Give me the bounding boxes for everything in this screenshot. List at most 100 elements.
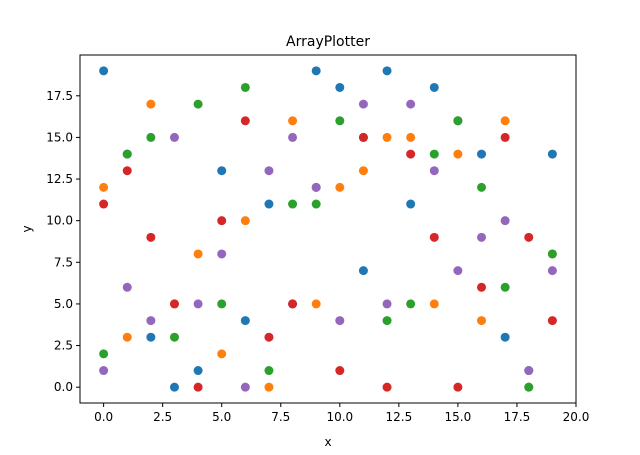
data-point: [500, 282, 510, 292]
data-point: [193, 299, 203, 309]
data-point: [288, 132, 298, 142]
data-point: [169, 299, 179, 309]
data-point: [122, 282, 132, 292]
data-point: [288, 299, 298, 309]
data-point: [217, 349, 227, 359]
data-point: [288, 199, 298, 209]
chart-title: ArrayPlotter: [286, 34, 370, 50]
data-point: [311, 182, 321, 192]
data-point: [217, 249, 227, 259]
data-point: [240, 316, 250, 326]
x-axis-ticks: 0.0 2.5 5.0 7.5 10.0 12.5 15.0 17.5 20.0: [94, 403, 589, 424]
data-point: [358, 99, 368, 109]
data-point: [288, 116, 298, 126]
data-point: [146, 332, 156, 342]
data-point: [382, 382, 392, 392]
data-point: [524, 232, 534, 242]
x-tick-label: 12.5: [385, 410, 412, 424]
data-point: [500, 132, 510, 142]
x-axis-label: x: [324, 435, 331, 449]
data-point: [217, 166, 227, 176]
x-tick-label: 2.5: [153, 410, 172, 424]
data-points: [99, 66, 557, 392]
x-tick-label: 0.0: [94, 410, 113, 424]
y-tick-label: 0.0: [54, 380, 73, 394]
data-point: [240, 116, 250, 126]
data-point: [122, 149, 132, 159]
data-point: [453, 382, 463, 392]
data-point: [193, 249, 203, 259]
y-tick-label: 10.0: [46, 214, 73, 228]
data-point: [99, 199, 109, 209]
data-point: [169, 132, 179, 142]
data-point: [406, 199, 416, 209]
data-point: [193, 382, 203, 392]
x-tick-label: 5.0: [212, 410, 231, 424]
data-point: [429, 232, 439, 242]
data-point: [358, 166, 368, 176]
data-point: [311, 199, 321, 209]
data-point: [122, 166, 132, 176]
data-point: [524, 366, 534, 376]
series-5: [99, 99, 557, 392]
data-point: [99, 366, 109, 376]
data-point: [264, 366, 274, 376]
data-point: [240, 216, 250, 226]
data-point: [382, 316, 392, 326]
data-point: [429, 149, 439, 159]
data-point: [547, 316, 557, 326]
data-point: [264, 199, 274, 209]
y-tick-label: 12.5: [46, 172, 73, 186]
data-point: [453, 266, 463, 276]
data-point: [406, 99, 416, 109]
data-point: [217, 216, 227, 226]
data-point: [406, 299, 416, 309]
data-point: [453, 149, 463, 159]
data-point: [429, 82, 439, 92]
data-point: [240, 382, 250, 392]
data-point: [382, 66, 392, 76]
data-point: [500, 216, 510, 226]
data-point: [240, 82, 250, 92]
data-point: [99, 66, 109, 76]
y-tick-label: 5.0: [54, 297, 73, 311]
data-point: [382, 132, 392, 142]
data-point: [146, 316, 156, 326]
data-point: [335, 116, 345, 126]
data-point: [311, 66, 321, 76]
data-point: [547, 149, 557, 159]
series-3: [99, 82, 557, 392]
data-point: [335, 182, 345, 192]
x-tick-label: 7.5: [271, 410, 290, 424]
y-axis-label: y: [20, 225, 34, 232]
data-point: [477, 149, 487, 159]
data-point: [406, 132, 416, 142]
data-point: [477, 282, 487, 292]
x-tick-label: 17.5: [504, 410, 531, 424]
data-point: [358, 266, 368, 276]
data-point: [358, 132, 368, 142]
y-tick-label: 15.0: [46, 130, 73, 144]
x-tick-label: 10.0: [326, 410, 353, 424]
data-point: [382, 299, 392, 309]
data-point: [264, 382, 274, 392]
plot-frame: [79, 54, 577, 404]
x-tick-label: 15.0: [445, 410, 472, 424]
data-point: [335, 366, 345, 376]
y-tick-label: 17.5: [46, 89, 73, 103]
data-point: [169, 332, 179, 342]
y-tick-label: 2.5: [54, 339, 73, 353]
data-point: [311, 299, 321, 309]
data-point: [477, 316, 487, 326]
data-point: [335, 82, 345, 92]
data-point: [477, 182, 487, 192]
data-point: [477, 232, 487, 242]
data-point: [193, 366, 203, 376]
data-point: [146, 232, 156, 242]
data-point: [146, 99, 156, 109]
data-point: [406, 149, 416, 159]
data-point: [264, 332, 274, 342]
data-point: [429, 166, 439, 176]
data-point: [524, 382, 534, 392]
data-point: [264, 166, 274, 176]
